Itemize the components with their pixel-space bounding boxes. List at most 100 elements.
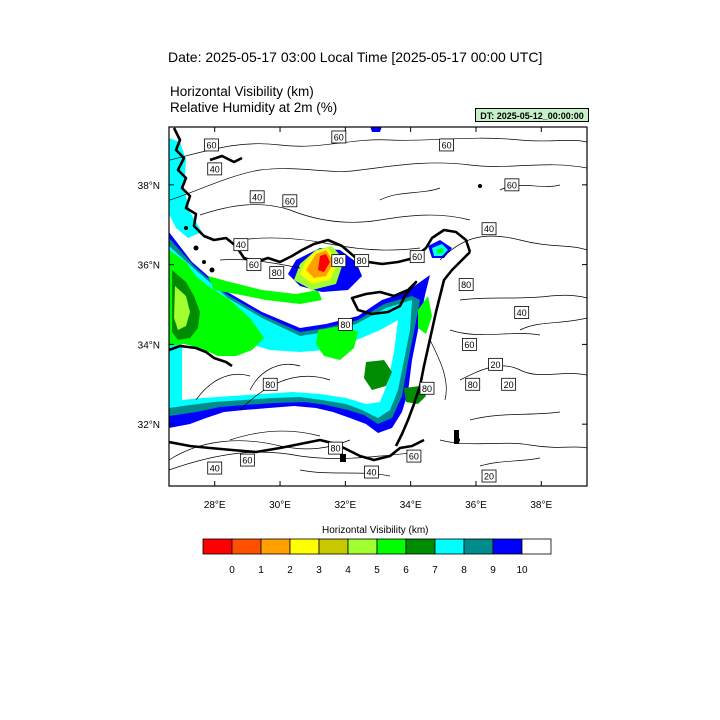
colorbar-tick-label: 0 [229,565,235,576]
contour-label: 40 [233,238,249,252]
contour-label: 60 [204,138,219,152]
contour-label-text: 40 [484,224,494,234]
contour-label: 80 [262,377,278,391]
contour-label: 40 [514,306,530,319]
variable-title-visibility: Horizontal Visibility (km) [170,84,314,99]
coastline-crete [169,344,233,368]
contour-label: 80 [331,254,347,268]
contour-label: 40 [364,465,379,479]
contour-label: 60 [246,258,262,272]
contour-label-box [514,306,530,319]
contour-label-box [249,190,265,204]
contour-label-text: 60 [285,196,295,206]
contour-label-box [501,377,517,391]
visibility-fill-red-antalya [318,254,330,272]
contour-label-box [406,449,422,463]
contour-label-text: 60 [507,180,517,190]
coastline-egypt [169,438,425,462]
lat-tick-label: 36°N [138,261,160,272]
contour-label: 80 [337,318,353,331]
contour-label-text: 80 [340,320,350,330]
contour-label-text: 60 [334,132,344,142]
contour-label-text: 80 [272,268,282,278]
contour-label-box [204,138,219,152]
contour-label-text: 40 [366,468,376,478]
coastline-cyprus [350,280,418,316]
contour-label-box [331,254,347,268]
contour-label: 80 [465,377,481,391]
contour-label: 40 [207,461,223,475]
contour-label-text: 60 [409,452,419,462]
contour-label-text: 80 [468,380,478,390]
contour-label-box [458,278,474,291]
visibility-fill-white [182,300,398,404]
lat-tick-label: 34°N [138,340,160,351]
visibility-fill-lime-w [174,286,190,330]
contour-label-text: 60 [249,260,259,270]
date-title: Date: 2025-05-17 03:00 Local Time [2025-… [168,49,543,65]
contour-label-text: 80 [357,256,367,266]
visibility-fill-green-iskenderun [436,248,444,254]
coastline-levant [394,251,471,447]
contour-label-box [331,130,347,144]
contour-label: 60 [439,138,454,152]
visibility-fill-green-levant [418,296,432,334]
contour-label-box [239,453,255,467]
contour-label-text: 80 [331,444,341,454]
lon-tick-label: 32°E [334,500,356,511]
contour-label-box [207,461,223,475]
lon-tick-label: 36°E [465,500,487,511]
contour-label: 40 [207,162,223,176]
colorbar-tick-label: 7 [432,565,438,576]
visibility-fill-green-rhodes [208,276,322,304]
contour-label-text: 40 [517,308,527,318]
lon-tick-label: 34°E [400,500,422,511]
contour-label: 20 [488,357,503,371]
visibility-fill-green-sea [316,326,358,360]
colorbar-tick-label: 9 [490,565,496,576]
contour-label-box [269,266,285,279]
colorbar-tick-label: 3 [316,565,322,576]
contour-label-box [481,222,497,236]
colorbar-tick-label: 2 [287,565,293,576]
contour-label-text: 20 [491,360,501,370]
colorbar-tick-label: 6 [403,565,409,576]
contour-label-text: 60 [242,456,252,466]
contour-label-box [409,250,425,264]
contour-label-text: 60 [206,140,216,150]
contour-label-box [246,258,262,272]
contour-label-box [419,381,435,395]
contour-label: 60 [462,337,477,351]
contour-label-box [262,377,278,391]
islands [184,184,482,462]
contour-label-box [364,465,379,479]
colorbar-tick-label: 4 [345,565,351,576]
lon-tick-label: 30°E [269,500,291,511]
visibility-fill-cyan-aegean [169,138,202,238]
contour-label-box [439,138,454,152]
contour-label-box [465,377,481,391]
contour-label-text: 80 [422,384,432,394]
contour-label: 60 [331,130,347,144]
contour-label: 20 [501,377,517,391]
contour-label-text: 40 [210,164,220,174]
contour-label-text: 80 [461,280,471,290]
contour-label-box [233,238,249,252]
contour-label-box [481,469,497,483]
lat-tick-label: 32°N [138,420,160,431]
coastline-marmara [209,154,243,164]
contour-label-box [282,194,298,208]
init-time-badge: DT: 2025-05-12_00:00:00 [475,108,589,122]
contour-label-text: 60 [464,340,474,350]
contour-label: 60 [282,194,298,208]
contour-label: 60 [406,449,422,463]
colorbar-title: Horizontal Visibility (km) [322,525,429,536]
contour-label: 80 [354,254,370,268]
variable-title-humidity: Relative Humidity at 2m (%) [170,100,338,115]
contour-label-text: 80 [334,256,344,266]
contour-label-text: 60 [412,252,422,262]
colorbar-tick-label: 1 [258,565,264,576]
contour-label-box [462,337,477,351]
